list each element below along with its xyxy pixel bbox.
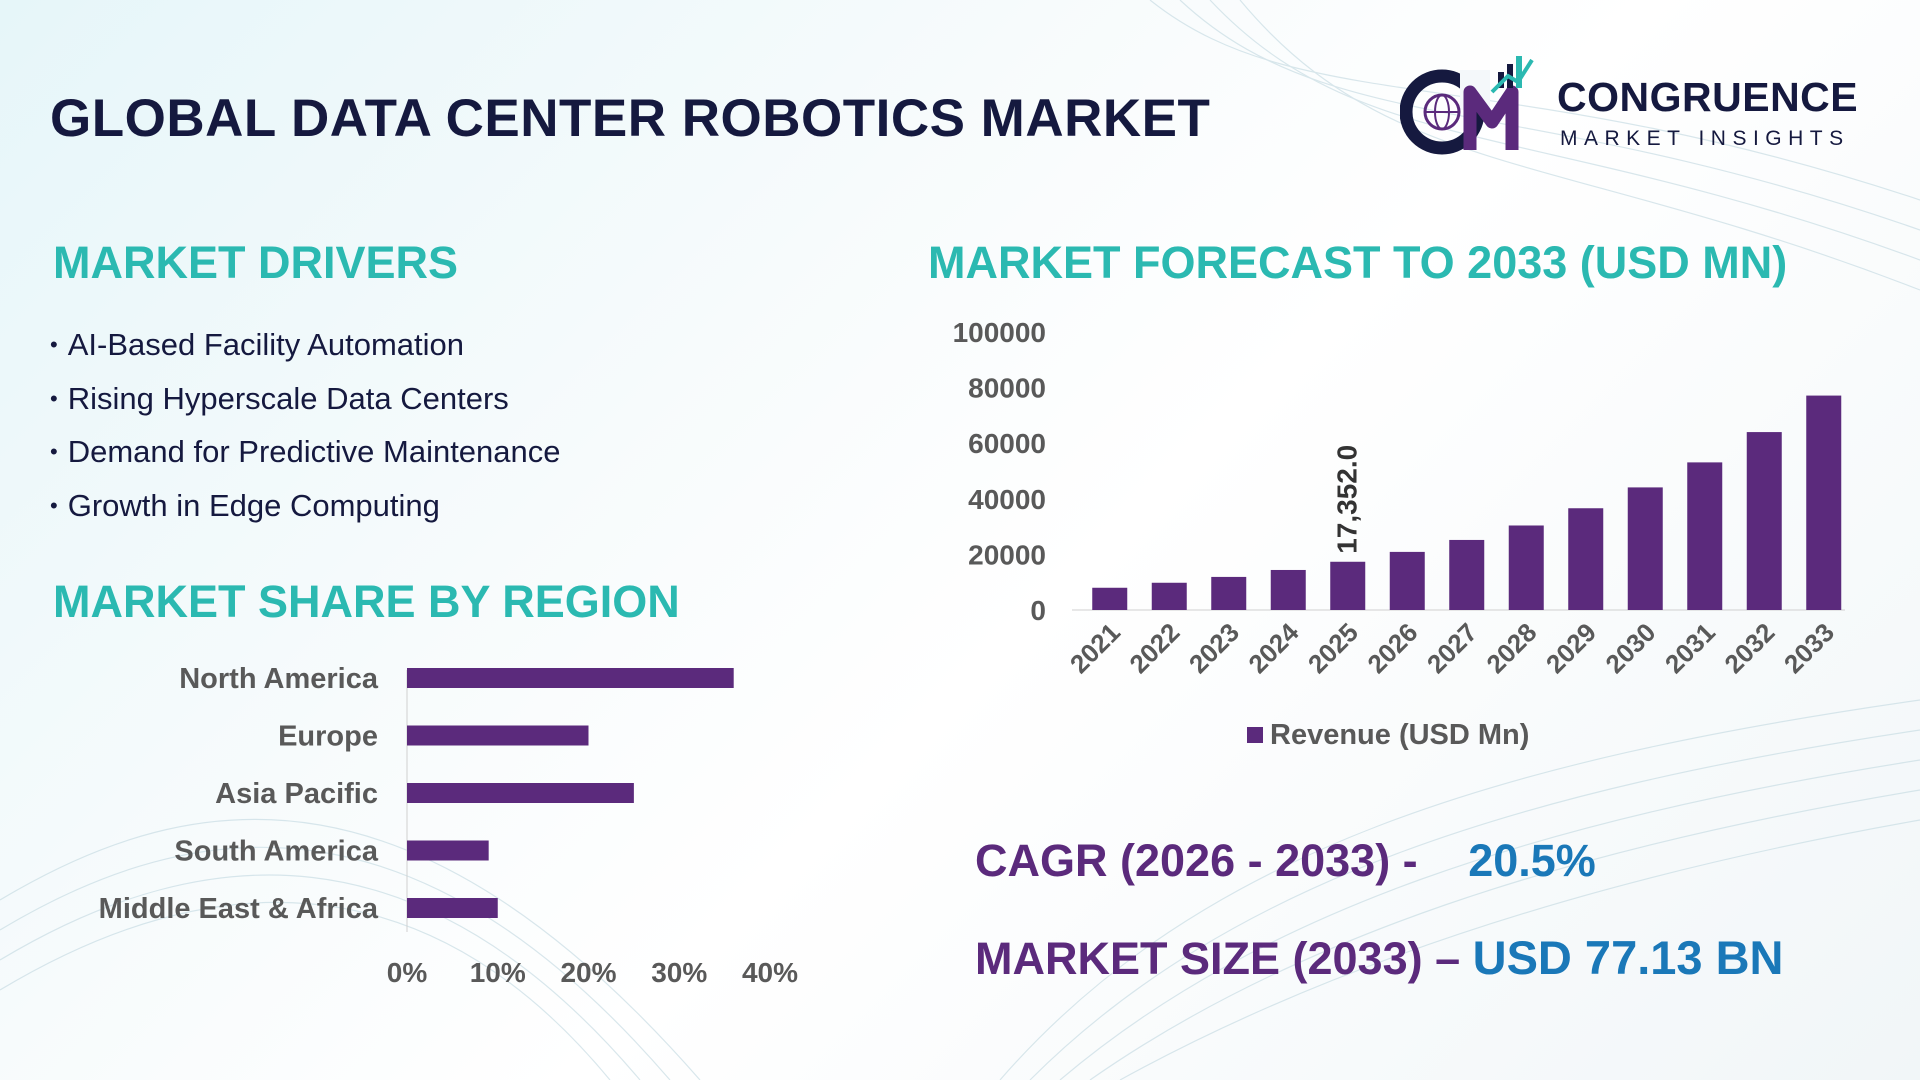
driver-item: Rising Hyperscale Data Centers [50, 376, 561, 430]
driver-item: Demand for Predictive Maintenance [50, 429, 561, 483]
cagr-label: CAGR (2026 - 2033) - [975, 835, 1418, 886]
forecast-x-tick-label: 2031 [1659, 617, 1721, 679]
cagr-row: CAGR (2026 - 2033) - 20.5% [975, 835, 1596, 887]
forecast-x-tick-label: 2027 [1421, 617, 1483, 679]
forecast-x-tick-label: 2032 [1718, 617, 1780, 679]
logo-tagline: MARKET INSIGHTS [1560, 127, 1850, 150]
region-bar [407, 668, 734, 688]
forecast-x-tick-label: 2022 [1123, 617, 1185, 679]
region-heading: MARKET SHARE BY REGION [53, 576, 680, 627]
forecast-y-tick-label: 40000 [968, 484, 1046, 515]
forecast-bar [1270, 569, 1306, 610]
cagr-value: 20.5% [1468, 835, 1596, 886]
region-bar [407, 783, 634, 803]
forecast-bar [1211, 576, 1247, 610]
forecast-x-tick-label: 2029 [1540, 617, 1602, 679]
forecast-bar [1151, 582, 1187, 610]
region-category-label: Middle East & Africa [99, 893, 379, 925]
forecast-heading: MARKET FORECAST TO 2033 (USD MN) [928, 237, 1788, 288]
forecast-y-tick-label: 60000 [968, 428, 1046, 459]
forecast-x-tick-label: 2026 [1361, 617, 1423, 679]
region-tick-label: 40% [742, 957, 798, 988]
forecast-bar [1746, 432, 1782, 610]
drivers-list: AI-Based Facility Automation Rising Hype… [50, 322, 561, 536]
forecast-bar [1806, 395, 1842, 610]
forecast-bar [1687, 462, 1723, 610]
forecast-y-tick-label: 80000 [968, 373, 1046, 404]
region-tick-label: 0% [387, 957, 428, 988]
market-size-value: USD 77.13 BN [1472, 931, 1784, 984]
forecast-y-tick-label: 100000 [953, 317, 1046, 348]
brand-logo: CONGRUENCE MARKET INSIGHTS [1399, 50, 1880, 160]
forecast-y-tick-label: 0 [1030, 595, 1046, 626]
driver-item: AI-Based Facility Automation [50, 322, 561, 376]
forecast-x-tick-label: 2023 [1183, 617, 1245, 679]
globe-monogram-icon [1399, 56, 1534, 155]
region-tick-label: 30% [651, 957, 707, 988]
region-bar [407, 898, 498, 918]
forecast-bar [1508, 525, 1544, 610]
legend-label: Revenue (USD Mn) [1270, 719, 1529, 751]
drivers-heading: MARKET DRIVERS [53, 237, 459, 288]
forecast-x-tick-label: 2028 [1480, 617, 1542, 679]
forecast-x-tick-label: 2030 [1599, 617, 1661, 679]
forecast-bar [1092, 587, 1128, 610]
forecast-x-tick-label: 2025 [1302, 617, 1364, 679]
forecast-x-tick-label: 2024 [1242, 617, 1304, 679]
forecast-chart: 0200004000060000800001000002021202220232… [953, 317, 1845, 751]
region-tick-label: 10% [470, 957, 526, 988]
market-size-label: MARKET SIZE (2033) – [975, 933, 1461, 984]
logo-name: CONGRUENCE [1557, 74, 1859, 120]
driver-item: Growth in Edge Computing [50, 483, 561, 537]
forecast-bar [1449, 539, 1485, 610]
forecast-x-tick-label: 2021 [1064, 617, 1126, 679]
forecast-bar [1330, 561, 1366, 610]
region-share-chart: North America Europe Asia Pacific South Ame… [99, 663, 798, 988]
region-tick-label: 20% [560, 957, 616, 988]
legend-swatch [1247, 727, 1263, 743]
page-title: GLOBAL DATA CENTER ROBOTICS MARKET [50, 89, 1211, 148]
forecast-bar [1568, 508, 1604, 610]
region-category-label: Europe [278, 721, 378, 753]
forecast-bar [1389, 551, 1425, 610]
forecast-bar [1627, 487, 1663, 610]
region-category-label: North America [179, 663, 379, 695]
region-category-label: South America [174, 836, 378, 868]
region-bar [407, 725, 589, 746]
region-category-label: Asia Pacific [215, 778, 378, 810]
market-size-row: MARKET SIZE (2033) – USD 77.13 BN [975, 930, 1784, 985]
forecast-y-tick-label: 20000 [968, 539, 1046, 570]
forecast-x-tick-label: 2033 [1778, 617, 1840, 679]
forecast-data-label: 17,352.0 [1332, 445, 1363, 554]
region-bar [407, 840, 489, 861]
